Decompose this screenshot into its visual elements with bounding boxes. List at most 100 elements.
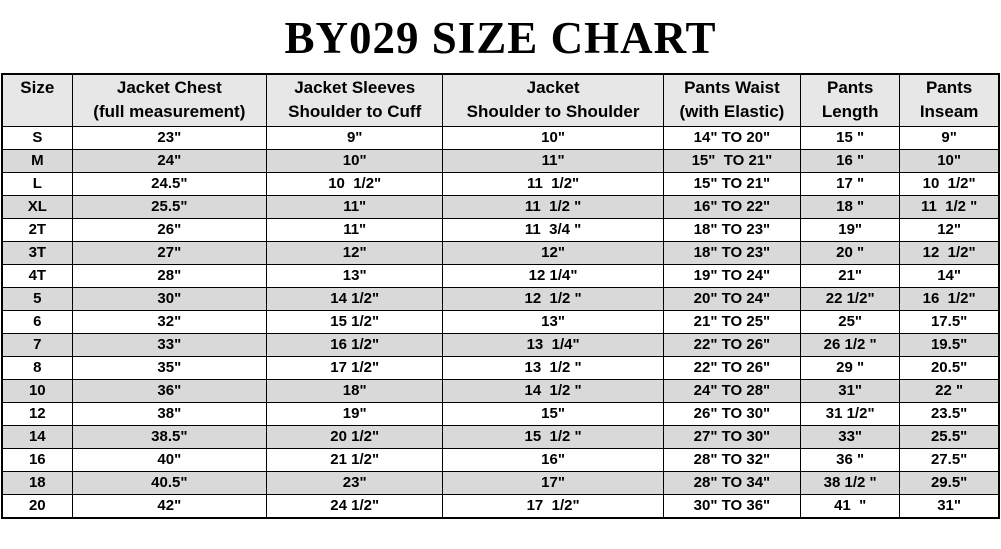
jacket-sleeves-cell: 24 1/2" (266, 494, 444, 519)
pants-length-cell: 22 1/2" (800, 287, 901, 311)
jacket-shoulder-cell: 11 1/2" (442, 172, 664, 196)
pants-waist-cell: 27" TO 30" (662, 425, 802, 449)
jacket-shoulder-cell: 11 3/4 " (442, 218, 664, 242)
jacket-chest-cell: 27" (71, 241, 268, 265)
jacket-shoulder-cell: 13 1/4" (442, 333, 664, 357)
jacket-shoulder-cell: 12" (442, 241, 664, 265)
jacket-chest-cell: 42" (71, 494, 268, 519)
jacket-sleeves-cell: 10 1/2" (266, 172, 444, 196)
pants-waist-cell: 30" TO 36" (662, 494, 802, 519)
header-line: (full measurement) (93, 102, 246, 121)
jacket-shoulder-cell: 16" (442, 448, 664, 472)
pants-length-cell: 38 1/2 " (800, 471, 901, 495)
pants-length-cell: 21" (800, 264, 901, 288)
header-line: Size (20, 78, 55, 97)
jacket-shoulder-cell: 13 1/2 " (442, 356, 664, 380)
header-line: Jacket Sleeves (294, 78, 416, 97)
header-line: Shoulder to Cuff (288, 102, 422, 121)
pants-length-cell: 26 1/2 " (800, 333, 901, 357)
jacket-sleeves-cell: 16 1/2" (266, 333, 444, 357)
pants-length-cell: 31" (800, 379, 901, 403)
jacket-sleeves-cell: 11" (266, 218, 444, 242)
table-row: 5 30" 14 1/2" 12 1/2 " 20" TO 24" 22 1/2… (1, 287, 1000, 311)
size-cell: 7 (1, 333, 73, 357)
jacket-sleeves-cell: 20 1/2" (266, 425, 444, 449)
jacket-shoulder-cell: 10" (442, 126, 664, 150)
jacket-sleeves-cell: 11" (266, 195, 444, 219)
jacket-chest-cell: 40" (71, 448, 268, 472)
pants-inseam-cell: 10" (899, 149, 1000, 173)
page-title: BY029 SIZE CHART (284, 13, 717, 63)
header-line: Inseam (919, 102, 979, 121)
size-cell: 3T (1, 241, 73, 265)
table-row: 16 40" 21 1/2" 16" 28" TO 32" 36 " 27.5" (1, 448, 1000, 472)
jacket-chest-cell: 36" (71, 379, 268, 403)
size-cell: 16 (1, 448, 73, 472)
pants-waist-cell: 24" TO 28" (662, 379, 802, 403)
pants-waist-cell: 14" TO 20" (662, 126, 802, 150)
pants-inseam-cell: 12" (899, 218, 1000, 242)
header-line: Pants (925, 78, 973, 97)
table-row: 7 33" 16 1/2" 13 1/4" 22" TO 26" 26 1/2 … (1, 333, 1000, 357)
pants-length-cell: 29 " (800, 356, 901, 380)
size-cell: 8 (1, 356, 73, 380)
jacket-chest-cell: 23" (71, 126, 268, 150)
pants-inseam-cell: 14" (899, 264, 1000, 288)
table-header: Size Jacket Chest (full measurement) Jac… (1, 73, 1000, 127)
table-row: L 24.5" 10 1/2" 11 1/2" 15" TO 21" 17 " … (1, 172, 1000, 196)
header-line: Jacket Chest (116, 78, 222, 97)
jacket-chest-cell: 33" (71, 333, 268, 357)
jacket-sleeves-cell: 21 1/2" (266, 448, 444, 472)
table-row: 2T 26" 11" 11 3/4 " 18" TO 23" 19" 12" (1, 218, 1000, 242)
size-cell: S (1, 126, 73, 150)
pants-waist-cell: 18" TO 23" (662, 241, 802, 265)
pants-length-cell: 33" (800, 425, 901, 449)
table-row: 12 38" 19" 15" 26" TO 30" 31 1/2" 23.5" (1, 402, 1000, 426)
pants-inseam-cell: 23.5" (899, 402, 1000, 426)
pants-inseam-cell: 20.5" (899, 356, 1000, 380)
size-cell: 12 (1, 402, 73, 426)
pants-length-cell: 18 " (800, 195, 901, 219)
pants-waist-cell: 28" TO 32" (662, 448, 802, 472)
pants-waist-cell: 15" TO 21" (662, 172, 802, 196)
pants-inseam-cell: 16 1/2" (899, 287, 1000, 311)
pants-waist-cell: 26" TO 30" (662, 402, 802, 426)
table-row: M 24" 10" 11" 15" TO 21" 16 " 10" (1, 149, 1000, 173)
pants-length-cell: 17 " (800, 172, 901, 196)
header-line: Jacket (526, 78, 580, 97)
size-cell: 14 (1, 425, 73, 449)
pants-waist-cell: 28" TO 34" (662, 471, 802, 495)
size-table-body: S 23" 9" 10" 14" TO 20" 15 " 9" M 24" 10… (1, 126, 1000, 519)
pants-length-cell: 20 " (800, 241, 901, 265)
jacket-chest-cell: 25.5" (71, 195, 268, 219)
table-row: 14 38.5" 20 1/2" 15 1/2 " 27" TO 30" 33"… (1, 425, 1000, 449)
jacket-shoulder-cell: 17 1/2" (442, 494, 664, 519)
pants-inseam-cell: 19.5" (899, 333, 1000, 357)
jacket-chest-cell: 40.5" (71, 471, 268, 495)
jacket-chest-cell: 24.5" (71, 172, 268, 196)
table-row: 18 40.5" 23" 17" 28" TO 34" 38 1/2 " 29.… (1, 471, 1000, 495)
column-header-pants-length: Pants Length (800, 73, 901, 127)
jacket-sleeves-cell: 14 1/2" (266, 287, 444, 311)
jacket-shoulder-cell: 14 1/2 " (442, 379, 664, 403)
pants-length-cell: 15 " (800, 126, 901, 150)
jacket-sleeves-cell: 10" (266, 149, 444, 173)
jacket-sleeves-cell: 19" (266, 402, 444, 426)
size-cell: L (1, 172, 73, 196)
pants-inseam-cell: 31" (899, 494, 1000, 519)
jacket-chest-cell: 35" (71, 356, 268, 380)
size-cell: 18 (1, 471, 73, 495)
header-line: Pants (827, 78, 874, 97)
pants-waist-cell: 16" TO 22" (662, 195, 802, 219)
jacket-shoulder-cell: 15 1/2 " (442, 425, 664, 449)
jacket-sleeves-cell: 12" (266, 241, 444, 265)
pants-inseam-cell: 17.5" (899, 310, 1000, 334)
size-chart-table: Size Jacket Chest (full measurement) Jac… (1, 73, 1000, 519)
jacket-shoulder-cell: 11" (442, 149, 664, 173)
jacket-shoulder-cell: 15" (442, 402, 664, 426)
header-row: Size Jacket Chest (full measurement) Jac… (1, 73, 1000, 127)
pants-length-cell: 19" (800, 218, 901, 242)
jacket-shoulder-cell: 13" (442, 310, 664, 334)
pants-waist-cell: 22" TO 26" (662, 356, 802, 380)
